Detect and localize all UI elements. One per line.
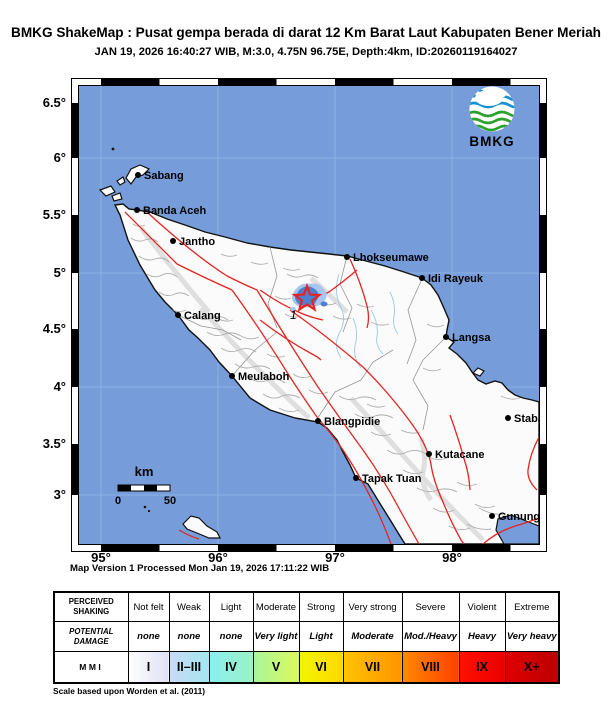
city-label-banda-aceh: Banda Aceh	[143, 205, 206, 217]
city-dot-gunung	[489, 513, 495, 519]
city-label-langsa: Langsa	[452, 332, 491, 344]
legend-footnote: Scale based upon Worden et al. (2011)	[53, 686, 206, 696]
legend-header-mmi: MMI	[53, 651, 129, 684]
legend-cell: Light	[298, 621, 344, 652]
page-title: BMKG ShakeMap : Pusat gempa berada di da…	[11, 25, 601, 40]
y-axis-label-3: 3°	[53, 487, 66, 502]
city-label-lhokseumawe: Lhokseumawe	[353, 252, 429, 264]
epicenter-star-icon	[291, 282, 323, 313]
city-dot-blangpidie	[315, 418, 321, 424]
city-label-idi-rayeuk: Idi Rayeuk	[428, 273, 484, 285]
rivers	[336, 273, 399, 369]
city-label-blangpidie: Blangpidie	[324, 416, 380, 428]
bmkg-logo: BMKG	[469, 86, 515, 149]
city-labels: Sabang Banda Aceh Jantho Lhokseumawe Idi…	[143, 170, 547, 523]
city-label-tapak-tuan: Tapak Tuan	[362, 473, 422, 485]
y-axis-label-5: 5°	[53, 265, 66, 280]
x-axis-label-96: 96°	[208, 550, 228, 565]
legend-cell: Not felt	[127, 591, 170, 622]
city-dot-meulaboh	[229, 373, 235, 379]
map-version-note: Map Version 1 Processed Mon Jan 19, 2026…	[70, 563, 330, 574]
city-label-meulaboh: Meulaboh	[238, 371, 290, 383]
legend-cell: none	[127, 621, 170, 652]
shakemap-map: 1 Sabang Banda Aceh Jantho	[71, 78, 547, 552]
legend-mmi-cell: VI	[298, 651, 344, 684]
legend-cell: none	[208, 621, 254, 652]
legend-cell: none	[168, 621, 210, 652]
islet-dots	[111, 147, 151, 513]
legend-cell: Mod./Heavy	[401, 621, 460, 652]
province-boundaries	[177, 246, 447, 431]
city-label-gunung: Gunung T	[498, 511, 547, 523]
legend-mmi-cell: VIII	[401, 651, 460, 684]
legend-row-damage: POTENTIAL DAMAGE none none none Very ligh…	[53, 621, 560, 652]
scale-bar-start: 0	[115, 495, 121, 507]
legend-mmi-cell: I	[127, 651, 170, 684]
x-axis-label-97: 97°	[325, 550, 345, 565]
legend-cell: Very strong	[342, 591, 403, 622]
scale-bar-unit: km	[135, 464, 154, 479]
legend-mmi-cell: VII	[342, 651, 403, 684]
islands	[98, 164, 485, 539]
intensity-legend-table: PERCEIVED SHAKING Not felt Weak Light Mod…	[53, 591, 560, 684]
legend-cell: Very heavy	[504, 621, 560, 652]
event-subtitle: JAN 19, 2026 16:40:27 WIB, M:3.0, 4.75N …	[94, 46, 518, 58]
legend-cell: Moderate	[252, 591, 300, 622]
legend-cell: Extreme	[504, 591, 560, 622]
x-axis-label-98: 98°	[442, 550, 462, 565]
city-dot-banda-aceh	[134, 207, 140, 213]
y-axis-label-4: 4°	[53, 379, 66, 394]
legend-cell: Violent	[458, 591, 506, 622]
epicenter-count-label: 1	[290, 308, 297, 322]
city-dot-idi-rayeuk	[419, 275, 425, 281]
legend-mmi-cell: IX	[458, 651, 506, 684]
y-axis-label-4-5: 4.5°	[42, 321, 66, 336]
legend-header-perceived-shaking: PERCEIVED SHAKING	[53, 591, 129, 622]
legend-row-shaking: PERCEIVED SHAKING Not felt Weak Light Mod…	[53, 591, 560, 622]
city-dot-lhokseumawe	[344, 254, 350, 260]
y-axis-label-6-5: 6.5°	[42, 95, 66, 110]
y-axis-label-5-5: 5.5°	[42, 207, 66, 222]
legend-mmi-cell: II–III	[168, 651, 210, 684]
city-dot-tapak-tuan	[353, 475, 359, 481]
legend-cell: Light	[208, 591, 254, 622]
y-axis-label-6: 6°	[53, 150, 66, 165]
city-label-kutacane: Kutacane	[435, 449, 485, 461]
city-dot-sabang	[135, 172, 141, 178]
city-dot-kutacane	[426, 451, 432, 457]
city-dot-jantho	[170, 238, 176, 244]
city-label-stabat: Stabat	[514, 413, 547, 425]
legend-cell: Severe	[401, 591, 460, 622]
city-dots	[134, 172, 511, 519]
legend-cell: Weak	[168, 591, 210, 622]
legend-cell: Heavy	[458, 621, 506, 652]
legend-cell: Moderate	[342, 621, 403, 652]
city-label-jantho: Jantho	[179, 236, 215, 248]
y-axis-label-3-5: 3.5°	[42, 436, 66, 451]
city-label-calang: Calang	[184, 310, 221, 322]
city-dot-langsa	[443, 334, 449, 340]
frame-band-segments	[72, 79, 546, 551]
logo-cloud-top	[491, 88, 507, 98]
city-dot-calang	[175, 312, 181, 318]
fault-lines	[124, 211, 539, 544]
city-dot-stabat	[505, 415, 511, 421]
legend-cell: Very light	[252, 621, 300, 652]
legend-header-potential-damage: POTENTIAL DAMAGE	[53, 621, 129, 652]
bmkg-logo-text: BMKG	[469, 134, 514, 149]
legend-mmi-cell: X+	[504, 651, 560, 684]
city-label-sabang: Sabang	[144, 170, 184, 182]
scale-bar-end: 50	[164, 495, 176, 507]
scale-bar: km 0 50	[115, 464, 176, 507]
legend-mmi-cell: IV	[208, 651, 254, 684]
x-axis-label-95: 95°	[91, 550, 111, 565]
legend-row-mmi: MMI I II–III IV V VI VII VIII IX X+	[53, 651, 560, 684]
legend-mmi-cell: V	[252, 651, 300, 684]
legend-cell: Strong	[298, 591, 344, 622]
